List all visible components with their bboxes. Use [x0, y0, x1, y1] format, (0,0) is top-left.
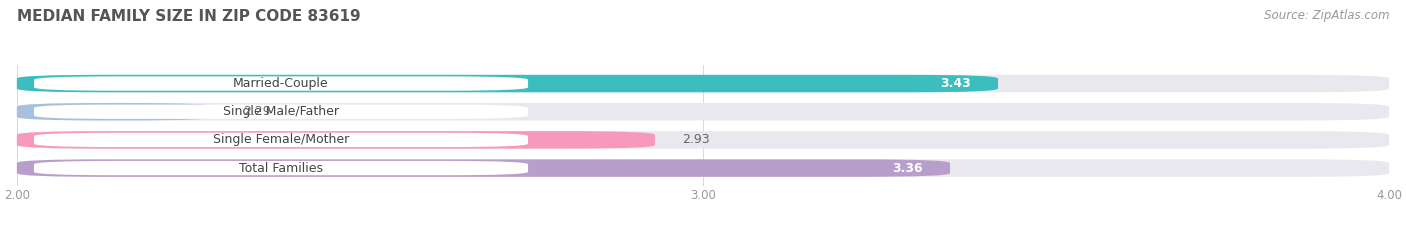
Text: 2.29: 2.29 — [243, 105, 271, 118]
FancyBboxPatch shape — [17, 159, 1389, 177]
FancyBboxPatch shape — [34, 105, 529, 119]
Text: Single Female/Mother: Single Female/Mother — [212, 134, 349, 146]
FancyBboxPatch shape — [17, 159, 950, 177]
Text: Married-Couple: Married-Couple — [233, 77, 329, 90]
Text: Single Male/Father: Single Male/Father — [224, 105, 339, 118]
Text: Source: ZipAtlas.com: Source: ZipAtlas.com — [1264, 9, 1389, 22]
FancyBboxPatch shape — [34, 161, 529, 175]
Text: 2.93: 2.93 — [682, 134, 710, 146]
Text: 3.43: 3.43 — [939, 77, 970, 90]
FancyBboxPatch shape — [17, 103, 1389, 120]
FancyBboxPatch shape — [17, 131, 1389, 149]
FancyBboxPatch shape — [17, 103, 217, 120]
Text: Total Families: Total Families — [239, 161, 323, 175]
FancyBboxPatch shape — [17, 75, 1389, 92]
FancyBboxPatch shape — [17, 131, 655, 149]
FancyBboxPatch shape — [34, 133, 529, 147]
FancyBboxPatch shape — [17, 75, 998, 92]
Text: 3.36: 3.36 — [891, 161, 922, 175]
Text: MEDIAN FAMILY SIZE IN ZIP CODE 83619: MEDIAN FAMILY SIZE IN ZIP CODE 83619 — [17, 9, 360, 24]
FancyBboxPatch shape — [34, 76, 529, 91]
